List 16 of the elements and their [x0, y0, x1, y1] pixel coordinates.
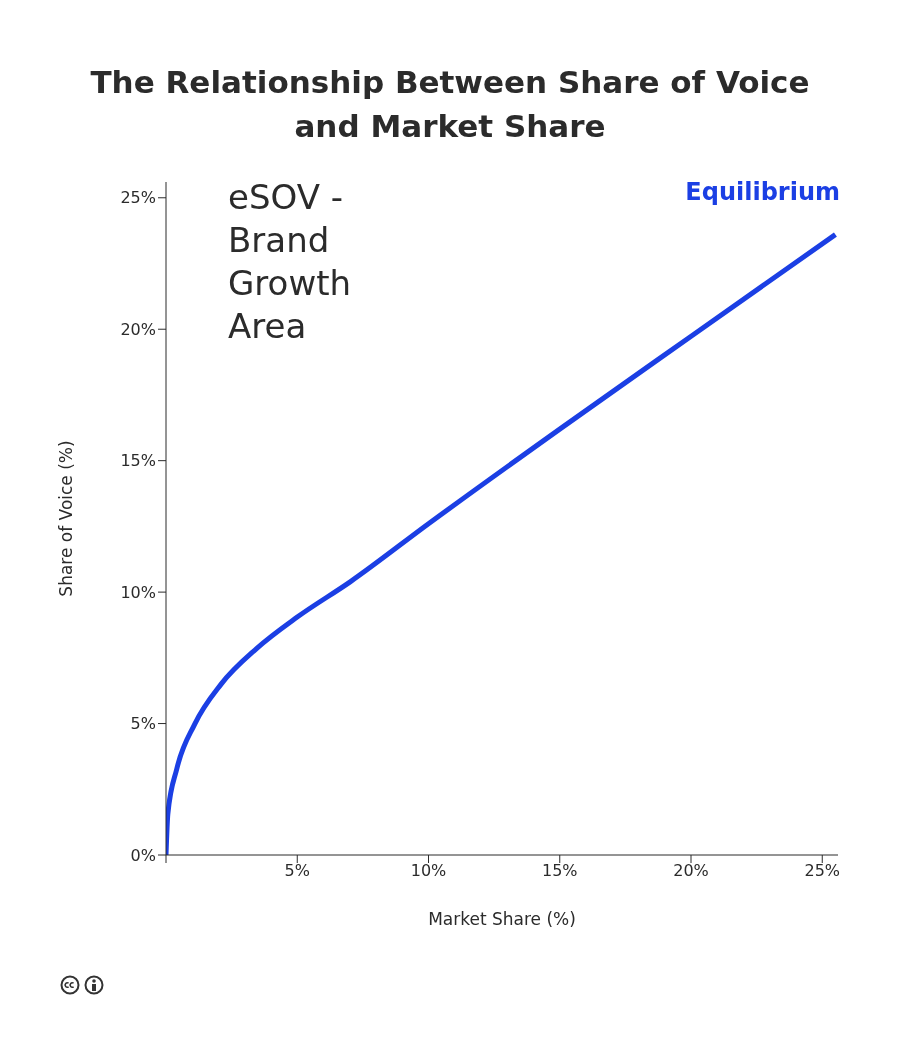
series-label: Equilibrium: [685, 178, 840, 206]
y-tick-label: 5%: [130, 714, 156, 734]
x-axis-title: Market Share (%): [428, 909, 576, 929]
x-tick-label: 5%: [284, 861, 310, 881]
annotation: eSOV - Brand Growth Area: [228, 176, 353, 348]
x-tick-label: 25%: [804, 861, 841, 881]
x-tick-label: 20%: [673, 861, 709, 881]
x-tick-label: 10%: [410, 861, 447, 881]
y-tick-label: 15%: [120, 451, 156, 471]
y-tick-label: 25%: [120, 188, 156, 208]
y-tick-label: 10%: [120, 582, 156, 602]
y-tick-label: 20%: [120, 319, 156, 339]
y-axis-title: Share of Voice (%): [56, 440, 77, 597]
y-tick-label: 0%: [130, 845, 156, 865]
x-tick-label: 15%: [541, 861, 578, 881]
chart-title: The Relationship Between Share of Voice and Market Share: [89, 63, 811, 146]
